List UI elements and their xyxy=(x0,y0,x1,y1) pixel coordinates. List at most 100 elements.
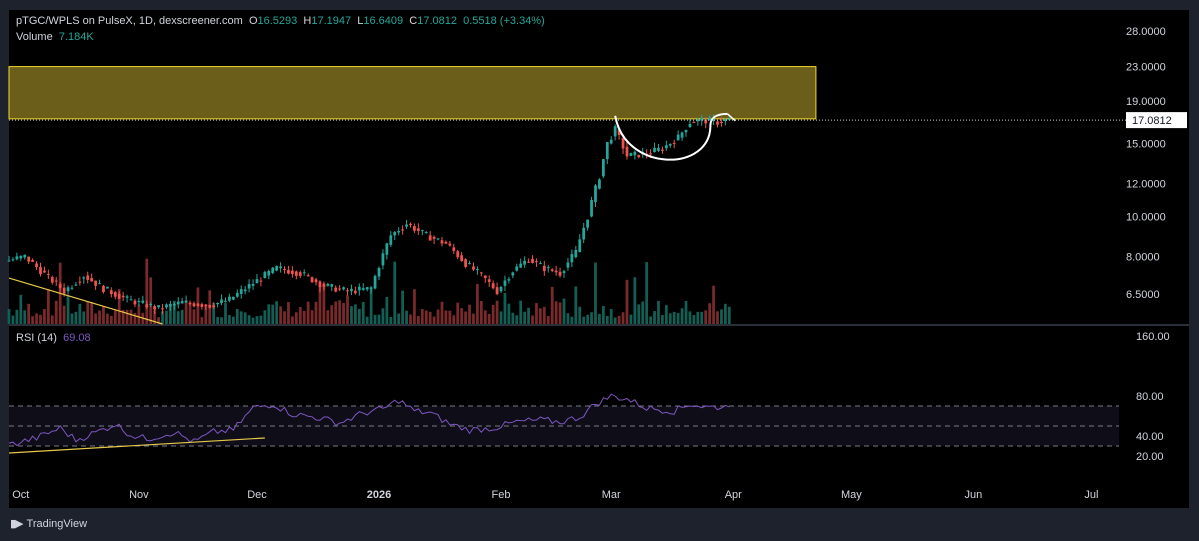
volume-bar xyxy=(102,306,105,324)
tradingview-logo[interactable]: ▮▶ TradingView xyxy=(10,517,87,530)
candle-body xyxy=(483,275,487,279)
candle-body xyxy=(542,265,546,272)
volume-bar xyxy=(613,317,617,324)
volume-bar xyxy=(582,316,586,324)
candle-body xyxy=(688,123,692,128)
volume-bar xyxy=(157,317,160,324)
volume-bar xyxy=(78,303,82,324)
volume-bar xyxy=(409,314,412,324)
candle-body xyxy=(413,226,416,231)
volume-bar xyxy=(263,310,267,324)
volume-bar xyxy=(688,311,692,324)
candle-body xyxy=(625,146,629,157)
volume-bar xyxy=(727,306,731,324)
volume-bar xyxy=(389,316,393,324)
volume-bar xyxy=(385,296,389,324)
volume-bar xyxy=(39,314,42,324)
candle-body xyxy=(385,243,389,255)
volume-bar xyxy=(381,308,385,324)
volume-bar xyxy=(279,306,282,324)
volume-bar xyxy=(472,313,475,324)
candle-body xyxy=(27,256,31,262)
volume-bar xyxy=(416,316,420,324)
candle-body xyxy=(724,119,727,122)
candle-body xyxy=(594,185,597,203)
volume-bar xyxy=(672,311,676,324)
volume-bar xyxy=(633,277,637,324)
volume-bar xyxy=(590,312,593,324)
volume-header: Volume 7.184K xyxy=(16,31,94,43)
candle-body xyxy=(267,271,271,276)
candle-body xyxy=(196,303,200,306)
candle-body xyxy=(452,247,456,251)
candle-body xyxy=(432,237,436,239)
candle-body xyxy=(535,261,538,263)
volume-bar xyxy=(109,316,113,324)
volume-bar xyxy=(357,308,361,324)
open-label: O xyxy=(248,15,258,27)
candle-body xyxy=(523,260,527,265)
candle-body xyxy=(377,267,381,277)
volume-bar xyxy=(601,305,605,324)
price-tick-label: 19.0000 xyxy=(1126,96,1166,108)
candle-body xyxy=(456,251,460,258)
candle-body xyxy=(720,122,723,124)
candle-body xyxy=(192,303,196,307)
candle-body xyxy=(188,302,192,304)
cup-pattern xyxy=(614,112,728,161)
candle-body xyxy=(661,149,664,151)
volume-bar xyxy=(314,301,318,324)
volume-bar xyxy=(350,306,353,324)
volume-bar xyxy=(574,286,578,324)
candle-body xyxy=(200,304,204,307)
volume-bar xyxy=(483,310,487,324)
volume-bar xyxy=(330,305,334,324)
candle-body xyxy=(672,142,676,144)
candle-body xyxy=(503,280,507,286)
candle-body xyxy=(231,296,235,300)
candle-body xyxy=(172,303,176,306)
volume-bar xyxy=(676,313,680,324)
candle-body xyxy=(357,286,361,291)
candle-body xyxy=(129,299,133,301)
volume-bar xyxy=(361,302,365,324)
rsi-tick-label: 40.00 xyxy=(1136,431,1164,443)
candle-body xyxy=(495,287,499,295)
open-value: 16.5293 xyxy=(257,15,298,27)
candle-body xyxy=(46,273,50,275)
candle-body xyxy=(468,263,471,265)
candle-body xyxy=(137,300,141,302)
candle-body xyxy=(157,305,160,308)
candle-body xyxy=(712,118,715,121)
candle-body xyxy=(539,263,542,265)
high-value: 17.1947 xyxy=(311,15,352,27)
candle-body xyxy=(326,284,330,286)
candle-body xyxy=(491,283,495,289)
candle-body xyxy=(420,229,424,231)
volume-bar xyxy=(413,289,416,324)
volume-bar xyxy=(287,302,290,324)
candle-body xyxy=(220,299,223,304)
volume-bar xyxy=(212,302,216,324)
candle-body xyxy=(562,271,566,274)
volume-bar xyxy=(342,303,345,324)
time-tick-label: 2026 xyxy=(367,489,391,501)
volume-bar xyxy=(180,309,184,324)
rsi-trendline xyxy=(8,437,265,454)
volume-bar xyxy=(169,304,172,324)
volume-bar xyxy=(204,305,208,324)
candle-body xyxy=(54,280,58,282)
volume-bar xyxy=(302,310,306,324)
candle-body xyxy=(7,260,11,262)
volume-bar xyxy=(373,314,377,324)
volume-bar xyxy=(696,311,700,324)
candle-body xyxy=(31,259,34,262)
candle-body xyxy=(436,238,440,240)
candle-body xyxy=(601,159,605,177)
price-tick-label: 6.5000 xyxy=(1126,289,1160,301)
volume-bar xyxy=(487,313,491,324)
volume-bar xyxy=(491,304,495,324)
candle-body xyxy=(440,240,444,244)
volume-bar xyxy=(15,309,19,324)
volume-bar xyxy=(716,311,719,324)
